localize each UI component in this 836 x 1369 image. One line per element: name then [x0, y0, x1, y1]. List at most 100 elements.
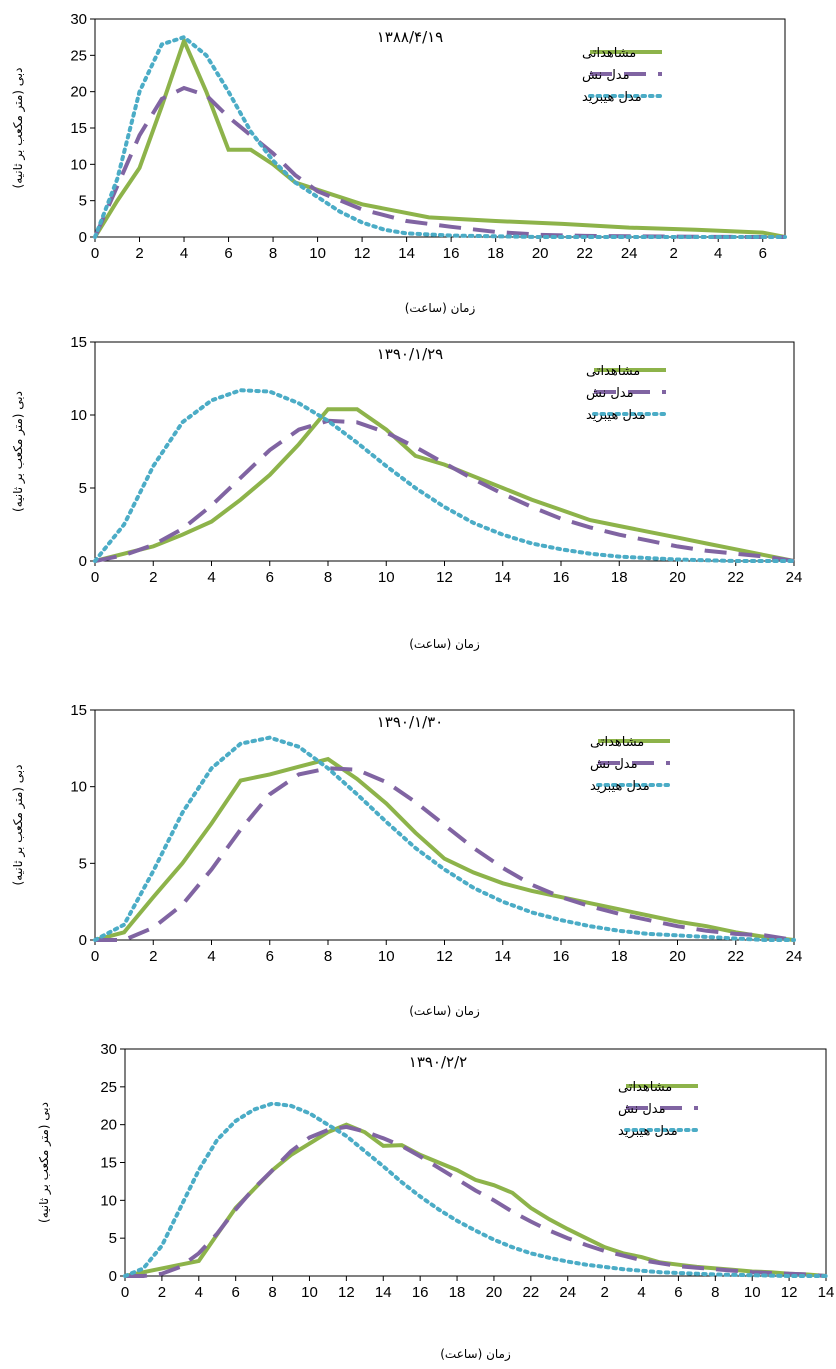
- y-tick-label: 5: [79, 193, 87, 210]
- x-tick-label: 12: [354, 245, 371, 262]
- x-tick-label: 4: [207, 569, 215, 586]
- chart-title: ۱۳۹۰/۱/۳۰: [377, 713, 444, 731]
- legend-label-1: مشاهداتی: [586, 364, 640, 379]
- x-axis-label: زمان (ساعت): [409, 1004, 480, 1019]
- chart-title: ۱۳۹۰/۲/۲: [409, 1053, 467, 1071]
- x-tick-label: 0: [91, 948, 99, 965]
- series-line-1: [94, 407, 795, 563]
- legend-label-3: مدل هیبرید: [586, 408, 646, 423]
- y-tick-label: 5: [79, 855, 87, 872]
- x-tick-label: 24: [786, 569, 803, 586]
- x-tick-label: 4: [207, 948, 215, 965]
- legend-label-2: مدل نش: [618, 1102, 666, 1117]
- x-tick-label: 22: [576, 245, 593, 262]
- series-line-3: [93, 735, 796, 942]
- x-tick-label: 4: [180, 245, 188, 262]
- y-axis-label: دبی (متر مکعب بر ثانیه): [37, 1102, 52, 1223]
- x-tick-label: 8: [324, 948, 332, 965]
- x-tick-label: 6: [759, 245, 767, 262]
- legend-label-1: مشاهداتی: [582, 46, 636, 61]
- x-tick-label: 14: [494, 948, 511, 965]
- y-tick-label: 20: [100, 1117, 117, 1134]
- x-tick-label: 12: [436, 569, 453, 586]
- x-tick-label: 16: [412, 1284, 429, 1301]
- x-tick-label: 20: [486, 1284, 503, 1301]
- y-tick-label: 5: [79, 480, 87, 497]
- y-tick-label: 10: [70, 407, 87, 424]
- x-tick-label: 12: [338, 1284, 355, 1301]
- y-axis-label: دبی (متر مکعب بر ثانیه): [11, 765, 26, 886]
- legend-label-3: مدل هیبرید: [590, 779, 650, 794]
- x-tick-label: 16: [553, 948, 570, 965]
- y-tick-label: 15: [70, 334, 87, 351]
- x-tick-label: 10: [744, 1284, 761, 1301]
- x-tick-label: 8: [268, 1284, 276, 1301]
- x-tick-label: 8: [711, 1284, 719, 1301]
- x-axis-label: زمان (ساعت): [409, 637, 480, 652]
- x-tick-label: 16: [553, 569, 570, 586]
- x-tick-label: 4: [637, 1284, 645, 1301]
- plot-frame: [124, 1048, 827, 1277]
- x-tick-label: 0: [91, 569, 99, 586]
- x-tick-label: 2: [149, 569, 157, 586]
- x-tick-label: 6: [266, 569, 274, 586]
- series-line-1: [124, 1122, 827, 1278]
- x-tick-label: 14: [818, 1284, 835, 1301]
- x-tick-label: 22: [522, 1284, 539, 1301]
- x-tick-label: 2: [135, 245, 143, 262]
- x-tick-label: 6: [674, 1284, 682, 1301]
- series-line-3: [93, 388, 796, 563]
- plot-frame: [94, 18, 786, 238]
- y-tick-label: 0: [79, 932, 87, 949]
- y-tick-label: 10: [70, 156, 87, 173]
- y-tick-label: 10: [100, 1192, 117, 1209]
- x-tick-label: 8: [269, 245, 277, 262]
- x-tick-label: 2: [158, 1284, 166, 1301]
- plot-frame: [94, 709, 795, 941]
- series-line-2: [93, 85, 785, 239]
- y-tick-label: 15: [70, 702, 87, 719]
- series-line-3: [93, 34, 787, 239]
- legend-label-3: مدل هیبرید: [618, 1124, 678, 1139]
- x-tick-label: 18: [611, 948, 628, 965]
- x-axis-label: زمان (ساعت): [440, 1347, 511, 1362]
- x-tick-label: 6: [232, 1284, 240, 1301]
- x-tick-label: 14: [494, 569, 511, 586]
- y-tick-label: 5: [109, 1230, 117, 1247]
- legend-label-1: مشاهداتی: [590, 735, 644, 750]
- y-tick-label: 25: [100, 1079, 117, 1096]
- x-tick-label: 24: [621, 245, 638, 262]
- y-tick-label: 30: [70, 11, 87, 28]
- x-tick-label: 18: [449, 1284, 466, 1301]
- x-tick-label: 14: [375, 1284, 392, 1301]
- x-tick-label: 22: [727, 948, 744, 965]
- y-tick-label: 0: [109, 1268, 117, 1285]
- x-tick-label: 0: [91, 245, 99, 262]
- x-tick-label: 20: [669, 948, 686, 965]
- series-line-2: [94, 418, 795, 563]
- x-tick-label: 2: [600, 1284, 608, 1301]
- y-tick-label: 15: [100, 1155, 117, 1172]
- series-line-3: [123, 1101, 828, 1278]
- legend-label-1: مشاهداتی: [618, 1080, 672, 1095]
- y-tick-label: 0: [79, 229, 87, 246]
- x-tick-label: 4: [195, 1284, 203, 1301]
- x-tick-label: 22: [727, 569, 744, 586]
- x-tick-label: 16: [443, 245, 460, 262]
- x-tick-label: 10: [378, 569, 395, 586]
- x-tick-label: 24: [786, 948, 803, 965]
- x-tick-label: 20: [532, 245, 549, 262]
- x-tick-label: 24: [559, 1284, 576, 1301]
- chart-title: ۱۳۸۸/۴/۱۹: [377, 28, 444, 46]
- x-tick-label: 6: [266, 948, 274, 965]
- y-axis-label: دبی (متر مکعب بر ثانیه): [11, 68, 26, 189]
- x-axis-label: زمان (ساعت): [405, 301, 476, 316]
- x-tick-label: 18: [487, 245, 504, 262]
- y-tick-label: 20: [70, 84, 87, 101]
- x-tick-label: 2: [149, 948, 157, 965]
